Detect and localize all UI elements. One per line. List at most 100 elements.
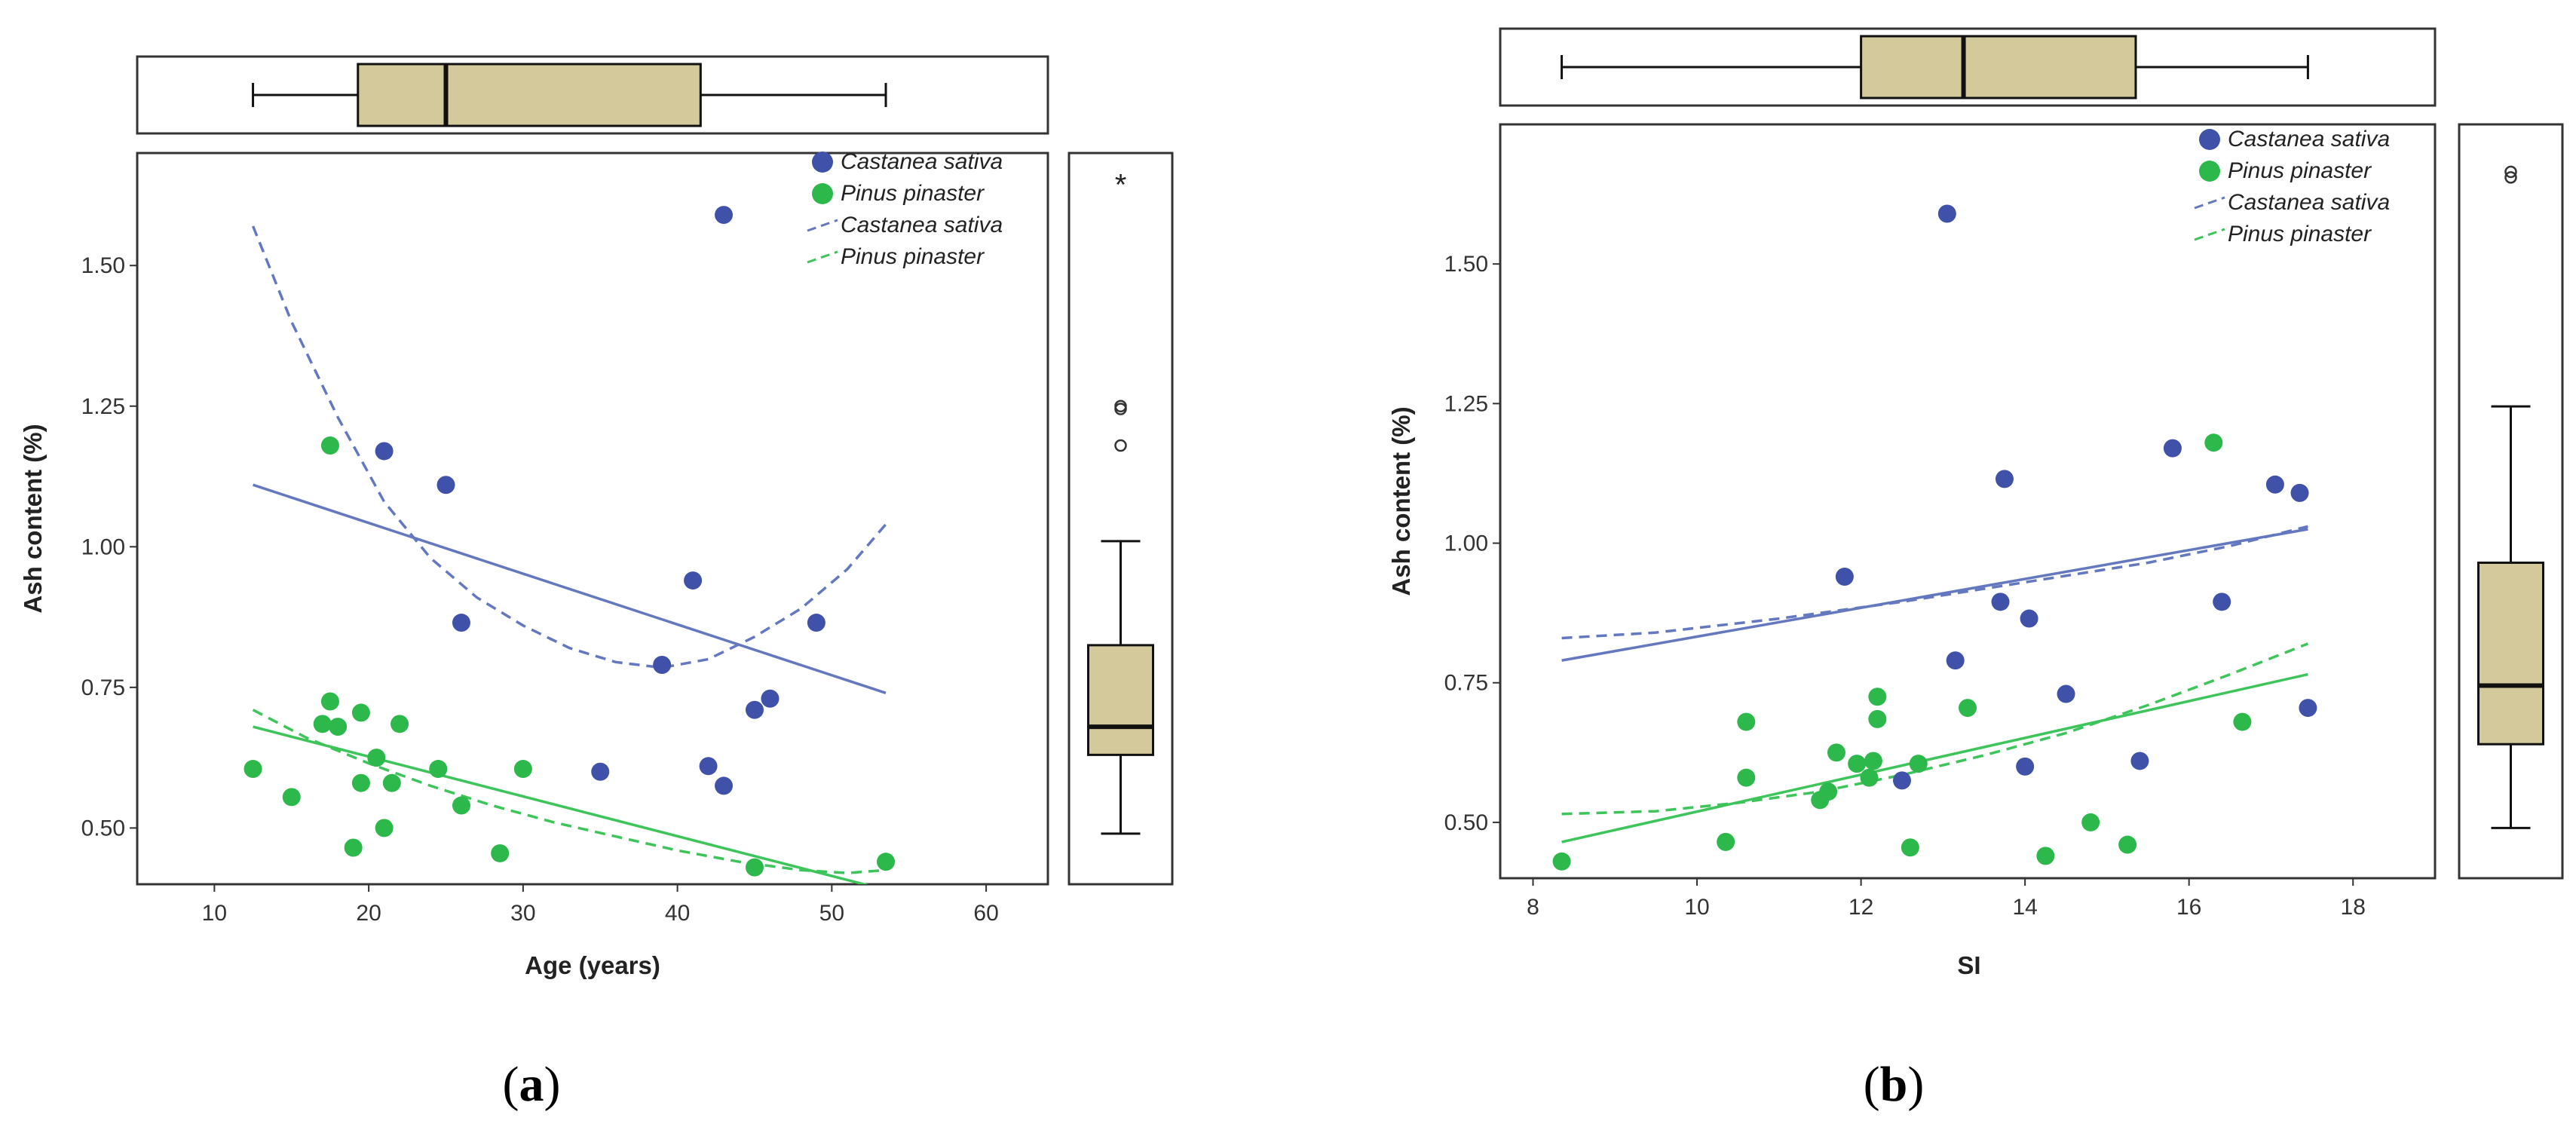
iqr-box (1087, 644, 1154, 756)
pinus-dashed-fit-line (252, 709, 887, 874)
pinus-solid-fit-line (253, 725, 869, 884)
pinus-point (429, 760, 448, 779)
side-boxplot-ash: * (1087, 168, 1154, 835)
panel-b: 8 10 12 14 16 18 0.50 0.75 1.00 1.25 1.50 Castanea … (1387, 27, 2564, 1112)
outlier-star: * (1115, 168, 1127, 201)
castanea-point (715, 776, 734, 795)
pinus-point (329, 718, 348, 736)
legend-label: Pinus pinaster (2228, 158, 2372, 183)
pinus-point (391, 715, 409, 733)
caption-close: ) (1907, 1057, 1924, 1112)
x-tick-label: 50 (819, 901, 844, 926)
caption-open: ( (1864, 1057, 1880, 1112)
pinus-point (344, 838, 363, 857)
pinus-point (1717, 832, 1735, 851)
castanea-point (1946, 651, 1965, 670)
pinus-point (351, 773, 370, 792)
pinus-point (1737, 768, 1756, 787)
castanea-solid-fit-line (1561, 528, 2308, 662)
castanea-point (1892, 771, 1911, 790)
castanea-point (745, 700, 764, 719)
outlier-circle (1114, 400, 1127, 413)
caption-close: ) (544, 1057, 561, 1112)
castanea-point (591, 762, 610, 781)
pinus-point (1901, 838, 1919, 857)
castanea-point (1991, 593, 2010, 611)
pinus-point (320, 692, 339, 711)
iqr-box (1860, 35, 2137, 100)
pinus-point (1959, 699, 1977, 718)
x-tick-label: 14 (2012, 895, 2037, 920)
pinus-legend-line (807, 250, 838, 264)
y-tick-label: 0.50 (81, 816, 125, 841)
x-tick-label: 30 (510, 901, 535, 926)
castanea-point (2057, 684, 2075, 703)
pinus-point (1848, 755, 1867, 773)
pinus-dashed-fit-line (1561, 642, 2309, 816)
castanea-point (1995, 470, 2014, 488)
legend-label: Pinus pinaster (841, 244, 985, 269)
y-tick-label: 1.25 (1444, 391, 1488, 416)
x-tick-label: 12 (1849, 895, 1873, 920)
caption-open: ( (503, 1057, 519, 1112)
pinus-point (2036, 847, 2055, 865)
main-plot-frame (1499, 123, 2437, 880)
pinus-point (282, 788, 301, 807)
legend-label: Castanea sativa (841, 149, 1003, 174)
pinus-solid-fit-line (1561, 672, 2308, 844)
panel-a: 10 20 30 40 50 60 0.50 0.75 1.00 1.25 1.50 Castanea… (19, 55, 1174, 1112)
x-tick-label: 10 (1684, 895, 1709, 920)
y-tick-label: 1.50 (1444, 252, 1488, 277)
x-tick-label: 40 (665, 901, 690, 926)
castanea-point (2163, 439, 2182, 458)
pinus-point (2204, 433, 2223, 452)
pinus-point (877, 853, 896, 871)
pinus-point (2118, 835, 2137, 854)
y-tick-label: 0.75 (1444, 671, 1488, 696)
legend-label: Castanea sativa (841, 213, 1003, 237)
castanea-point (2299, 699, 2317, 718)
castanea-dashed-fit-line (1561, 525, 2308, 640)
castanea-legend-line (2194, 196, 2225, 210)
y-tick-label: 0.50 (1444, 810, 1488, 835)
x-tick-label: 18 (2341, 895, 2366, 920)
pinus-point (2081, 813, 2100, 831)
pinus-point (491, 844, 510, 862)
castanea-point (761, 689, 780, 708)
pinus-point (2233, 712, 2252, 731)
x-tick-label: 8 (1527, 895, 1539, 920)
scatter-plot-age: 10 20 30 40 50 60 0.50 0.75 1.00 1.25 1.50 Castanea… (81, 149, 1003, 926)
iqr-box (2477, 561, 2544, 746)
castanea-legend-marker (2199, 129, 2220, 150)
outlier-circle (1114, 439, 1127, 452)
legend-label: Castanea sativa (2228, 127, 2390, 152)
top-boxplot-si (1561, 35, 2309, 100)
castanea-point (653, 656, 672, 674)
castanea-point (2265, 475, 2284, 494)
panel-caption: (b) (1864, 1057, 1925, 1112)
main-plot-frame (136, 152, 1049, 886)
castanea-legend-marker (812, 152, 833, 173)
pinus-point (745, 858, 764, 877)
legend: Castanea sativa Pinus pinaster Castanea sa… (2194, 127, 2390, 247)
top-boxplot-age (252, 63, 887, 127)
castanea-point (1937, 204, 1956, 223)
pinus-point (1909, 755, 1928, 773)
legend: Castanea sativa Pinus pinaster Castanea sa… (807, 149, 1003, 269)
pinus-point (244, 760, 262, 779)
castanea-solid-fit-line (253, 483, 887, 694)
castanea-dashed-fit-line (251, 225, 887, 669)
castanea-point (807, 614, 825, 632)
caption-letter: a (519, 1057, 544, 1112)
pinus-point (351, 703, 370, 722)
castanea-point (715, 206, 734, 225)
legend-label: Pinus pinaster (2228, 222, 2372, 247)
pinus-legend-marker (812, 183, 833, 204)
scatter-plot-si: 8 10 12 14 16 18 0.50 0.75 1.00 1.25 1.50 Castanea … (1444, 127, 2391, 920)
castanea-point (684, 571, 703, 590)
legend-label: Pinus pinaster (841, 181, 985, 206)
pinus-legend-line (2194, 228, 2225, 241)
pinus-point (382, 773, 401, 792)
y-tick-label: 1.50 (81, 253, 125, 278)
